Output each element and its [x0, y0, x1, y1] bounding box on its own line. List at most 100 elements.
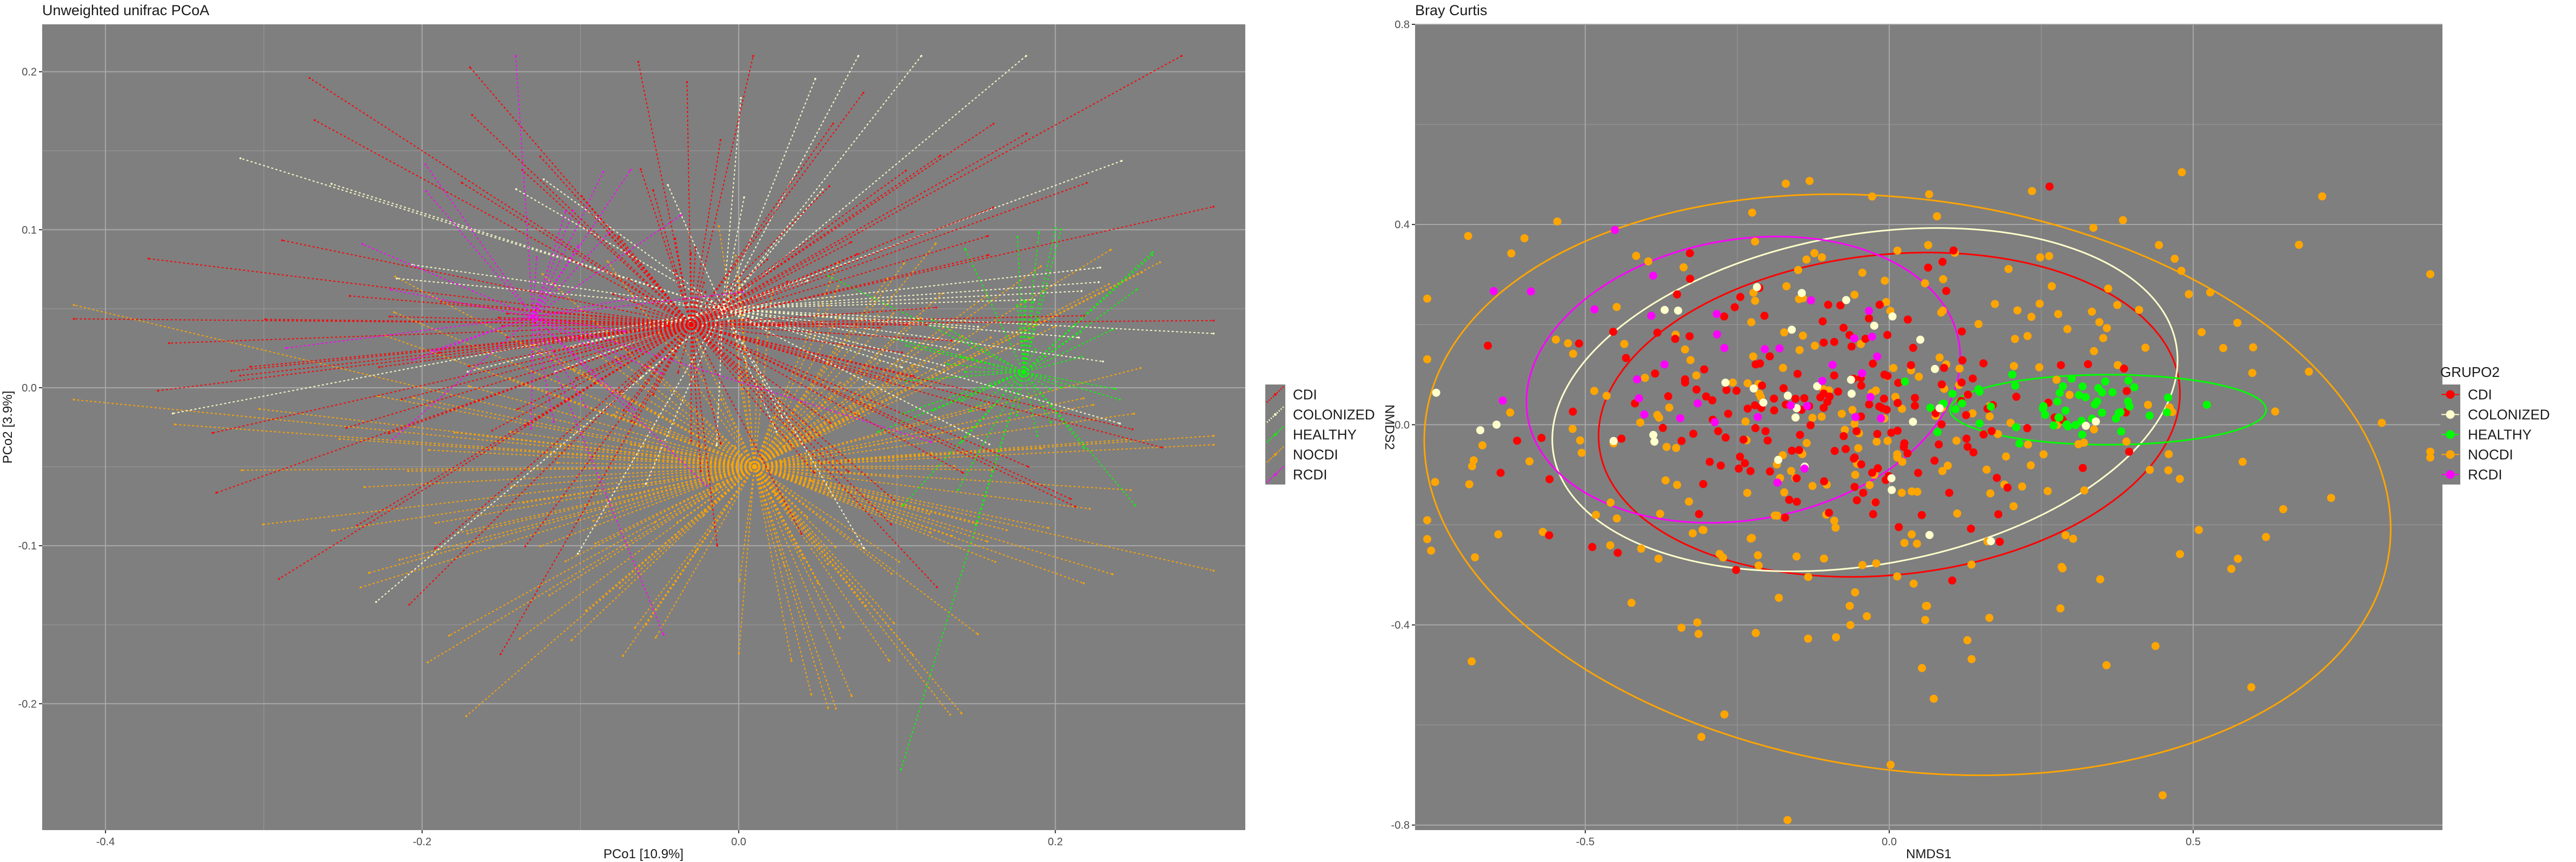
nmds-point	[1641, 374, 1649, 382]
pcoa-spider-segment	[691, 247, 696, 326]
nmds-point	[1747, 318, 1756, 327]
pcoa-point	[766, 258, 768, 261]
pcoa-point	[774, 492, 776, 494]
nmds-point	[1650, 437, 1659, 446]
pcoa-point	[535, 256, 538, 258]
pcoa-point	[827, 707, 829, 709]
pcoa-spider-segment	[754, 266, 1041, 468]
pcoa-spider-segment	[691, 315, 1085, 326]
pcoa-spider-segment	[435, 466, 755, 524]
pcoa-point	[570, 639, 573, 641]
pcoa-point	[575, 377, 577, 379]
pcoa-point	[901, 366, 903, 369]
pcoa-spider-segment	[691, 123, 994, 326]
nmds-point	[2248, 369, 2256, 377]
nmds-point	[2197, 328, 2206, 336]
pcoa-spider-segment	[722, 189, 824, 309]
pcoa-point	[629, 169, 632, 171]
pcoa-point	[640, 168, 642, 170]
nmds-point	[2130, 383, 2139, 392]
pcoa-point	[634, 627, 636, 629]
nmds-point	[1858, 561, 1867, 569]
pcoa-point	[1151, 254, 1153, 256]
nmds-point	[1427, 546, 1436, 555]
nmds-point	[1948, 389, 1957, 398]
pcoa-spider-segment	[691, 320, 1214, 326]
pcoa-spider-segment	[525, 323, 692, 547]
nmds-point	[1962, 411, 1970, 420]
pcoa-point	[264, 318, 267, 321]
nmds-point	[2089, 223, 2097, 232]
pcoa-spider-segment	[532, 316, 621, 364]
pcoa-point	[530, 427, 533, 429]
nmds-point	[1859, 488, 1868, 497]
nmds-point	[2027, 313, 2036, 321]
nmds-point	[1730, 303, 1739, 311]
pcoa-point	[949, 713, 951, 716]
nmds-point	[1853, 427, 1861, 435]
pcoa-spider-segment	[1023, 371, 1136, 506]
nmds-point	[2054, 310, 2062, 319]
pcoa-spider-segment	[549, 466, 755, 596]
nmds-point	[1525, 457, 1534, 466]
pcoa-point	[935, 586, 938, 588]
nmds-point	[1873, 352, 1882, 361]
pcoa-point	[935, 307, 937, 309]
pcoa-point	[911, 230, 914, 233]
nmds-point	[1656, 509, 1664, 518]
nmds-point	[1665, 403, 1674, 412]
nmds-point	[2045, 182, 2054, 191]
pcoa-point	[1016, 304, 1019, 307]
nmds-point	[1873, 437, 1881, 446]
nmds-point	[2071, 421, 2080, 429]
pcoa-spider-segment	[722, 308, 945, 367]
nmds-point	[1824, 508, 1833, 517]
pcoa-spider-segment	[1023, 348, 1036, 373]
pcoa-legend-key-point	[1274, 453, 1277, 456]
pcoa-spider-segment	[1017, 304, 1025, 373]
nmds-point	[1576, 436, 1584, 445]
pcoa-point	[961, 472, 964, 474]
nmds-point	[2114, 409, 2123, 417]
pcoa-point	[905, 169, 907, 172]
pcoa-spider-segment	[674, 237, 692, 326]
nmds-point	[1872, 559, 1881, 568]
pcoa-point	[783, 564, 786, 567]
pcoa-point	[752, 55, 754, 57]
nmds-point	[1743, 379, 1752, 388]
pcoa-spider-segment	[691, 155, 941, 326]
nmds-point	[1677, 436, 1686, 445]
pcoa-spider-segment	[1023, 371, 1052, 423]
nmds-point	[1712, 310, 1721, 319]
nmds-point	[1588, 543, 1597, 552]
pcoa-point	[514, 55, 517, 57]
nmds-legend-key-point	[2446, 450, 2455, 459]
nmds-point	[1866, 393, 1875, 401]
nmds-point	[1713, 330, 1722, 339]
nmds-point	[1609, 327, 1617, 336]
pcoa-point	[622, 655, 624, 657]
nmds-point	[1985, 613, 1994, 622]
nmds-point	[2056, 361, 2065, 369]
nmds-legend-item: NOCDI	[2440, 445, 2513, 465]
pcoa-spider-segment	[466, 466, 755, 717]
pcoa-point	[434, 547, 436, 549]
nmds-point	[1697, 733, 1706, 741]
nmds-point	[1732, 566, 1741, 574]
pcoa-spider-segment	[360, 466, 755, 588]
pcoa-point	[695, 338, 698, 341]
pcoa-spider-segment	[1023, 331, 1081, 373]
pcoa-point	[821, 188, 824, 190]
pcoa-spider-segment	[487, 435, 755, 468]
pcoa-spider-segment	[211, 323, 692, 434]
nmds-point	[2061, 531, 2070, 540]
nmds-x-axis-title: NMDS1	[1906, 847, 1951, 861]
nmds-point	[1575, 339, 1583, 348]
pcoa-point	[565, 560, 567, 562]
nmds-point	[1847, 342, 1856, 351]
pcoa-point	[992, 123, 995, 125]
pcoa-point	[869, 403, 872, 406]
nmds-point	[1780, 328, 1789, 337]
nmds-point	[1975, 419, 1984, 428]
nmds-point	[1926, 403, 1935, 412]
